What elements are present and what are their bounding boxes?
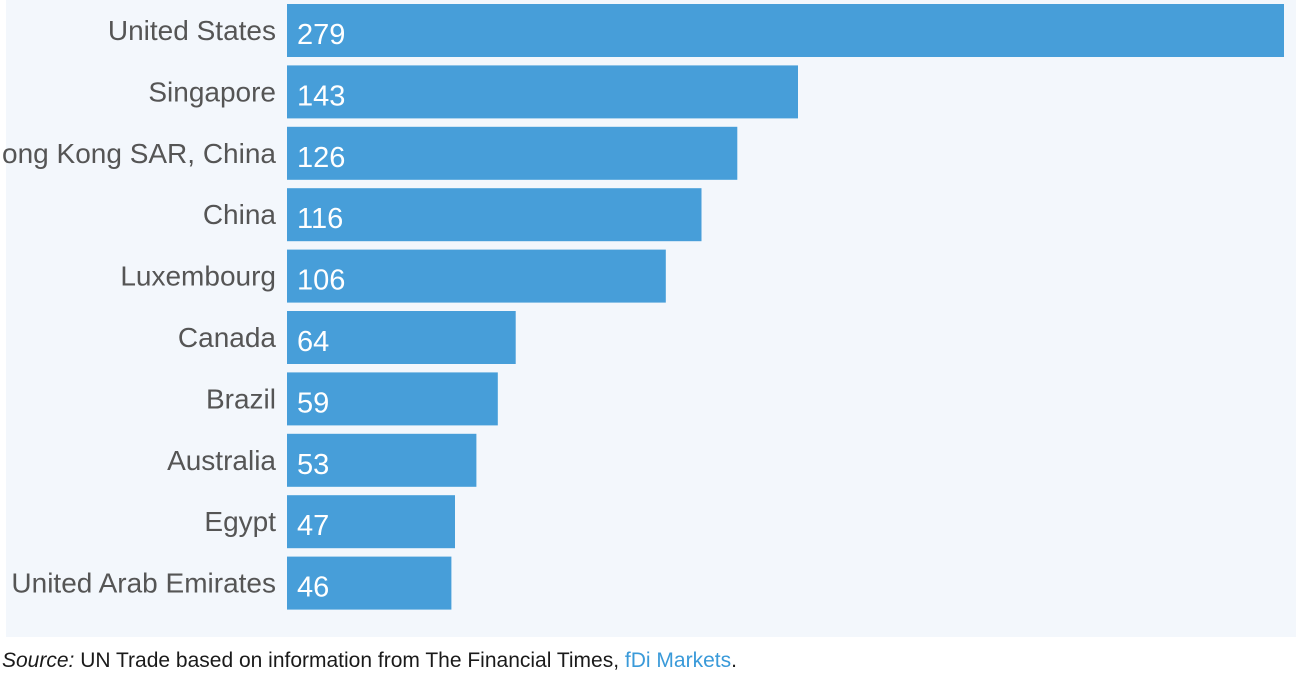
bar — [287, 372, 498, 426]
bar-value-label: 47 — [297, 510, 329, 542]
source-text: UN Trade based on information from The F… — [74, 649, 625, 672]
category-label: Canada — [178, 322, 277, 353]
bar-value-label: 126 — [297, 142, 345, 174]
source-prefix: Source: — [2, 649, 75, 672]
bar-value-label: 53 — [297, 449, 329, 481]
bar — [287, 249, 666, 303]
category-label: Singapore — [148, 76, 276, 107]
bar — [287, 433, 477, 487]
category-label: Luxembourg — [120, 261, 276, 292]
category-label: China — [203, 199, 277, 230]
category-label: United States — [108, 15, 276, 46]
category-label: Egypt — [204, 506, 276, 537]
source-link[interactable]: fDi Markets — [624, 649, 732, 672]
category-label: Australia — [167, 445, 276, 476]
category-label: Brazil — [206, 383, 276, 414]
bar-value-label: 143 — [297, 80, 345, 112]
source-note: Source: UN Trade based on information fr… — [2, 649, 737, 673]
bar — [287, 556, 452, 610]
bar-value-label: 46 — [297, 572, 329, 604]
bar-value-label: 116 — [297, 203, 343, 235]
bar — [287, 495, 455, 549]
bar — [287, 188, 702, 242]
bar-value-label: 279 — [297, 19, 345, 51]
bar — [287, 311, 516, 364]
bar-chart: United States 279 Singapore 143 Hong Kong SA… — [0, 4, 1284, 610]
category-label: United Arab Emirates — [11, 568, 276, 599]
category-label: Hong Kong SAR, China — [0, 138, 276, 169]
bar-value-label: 64 — [297, 326, 329, 358]
source-suffix: . — [731, 649, 737, 672]
bar-value-label: 59 — [297, 387, 329, 419]
bar-value-label: 106 — [297, 265, 345, 297]
bar — [287, 4, 1284, 57]
bar — [287, 126, 738, 180]
bar — [287, 65, 798, 119]
